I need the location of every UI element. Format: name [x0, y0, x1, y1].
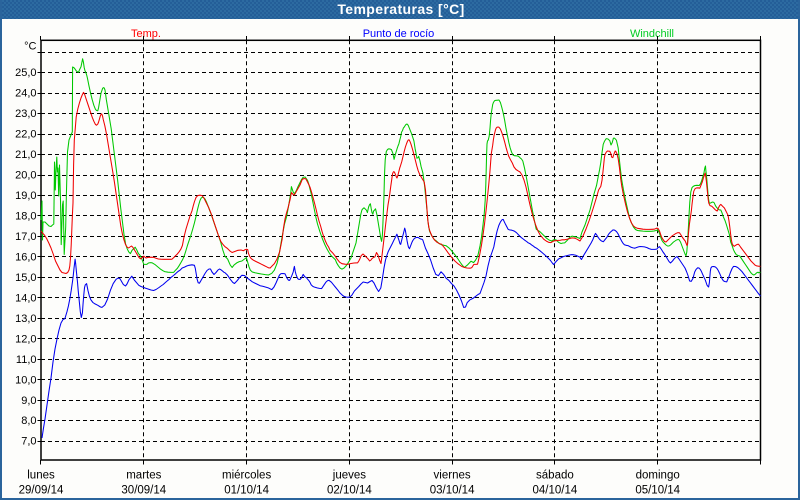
- svg-text:20,0: 20,0: [15, 170, 36, 182]
- svg-text:viernes: viernes: [434, 470, 471, 482]
- svg-text:8,0: 8,0: [21, 415, 36, 427]
- svg-text:01/10/14: 01/10/14: [224, 485, 269, 497]
- svg-text:10,0: 10,0: [15, 374, 36, 386]
- svg-text:9,0: 9,0: [21, 395, 36, 407]
- svg-text:24,0: 24,0: [15, 88, 36, 100]
- svg-text:14,0: 14,0: [15, 292, 36, 304]
- svg-text:16,0: 16,0: [15, 251, 36, 263]
- svg-text:02/10/14: 02/10/14: [327, 485, 372, 497]
- svg-text:°C: °C: [24, 41, 36, 53]
- svg-text:Temp.: Temp.: [131, 28, 161, 40]
- svg-text:sábado: sábado: [536, 470, 574, 482]
- svg-text:18,0: 18,0: [15, 211, 36, 223]
- svg-text:domingo: domingo: [636, 470, 680, 482]
- svg-text:23,0: 23,0: [15, 108, 36, 120]
- svg-text:21,0: 21,0: [15, 149, 36, 161]
- svg-text:19,0: 19,0: [15, 190, 36, 202]
- svg-text:lunes: lunes: [27, 470, 55, 482]
- svg-text:11,0: 11,0: [16, 354, 37, 366]
- svg-text:30/09/14: 30/09/14: [121, 485, 166, 497]
- svg-text:7,0: 7,0: [21, 436, 36, 448]
- svg-text:04/10/14: 04/10/14: [533, 485, 578, 497]
- svg-text:13,0: 13,0: [15, 313, 36, 325]
- svg-text:05/10/14: 05/10/14: [635, 485, 680, 497]
- svg-text:17,0: 17,0: [15, 231, 36, 243]
- svg-text:15,0: 15,0: [15, 272, 36, 284]
- svg-text:22,0: 22,0: [15, 129, 36, 141]
- svg-text:Punto de rocío: Punto de rocío: [363, 28, 435, 40]
- svg-text:25,0: 25,0: [15, 67, 36, 79]
- svg-text:12,0: 12,0: [15, 333, 36, 345]
- svg-text:29/09/14: 29/09/14: [19, 485, 64, 497]
- svg-text:jueves: jueves: [332, 470, 366, 482]
- svg-text:03/10/14: 03/10/14: [430, 485, 475, 497]
- svg-text:martes: martes: [126, 470, 161, 482]
- svg-text:Windchill: Windchill: [630, 28, 674, 40]
- svg-text:miércoles: miércoles: [222, 470, 271, 482]
